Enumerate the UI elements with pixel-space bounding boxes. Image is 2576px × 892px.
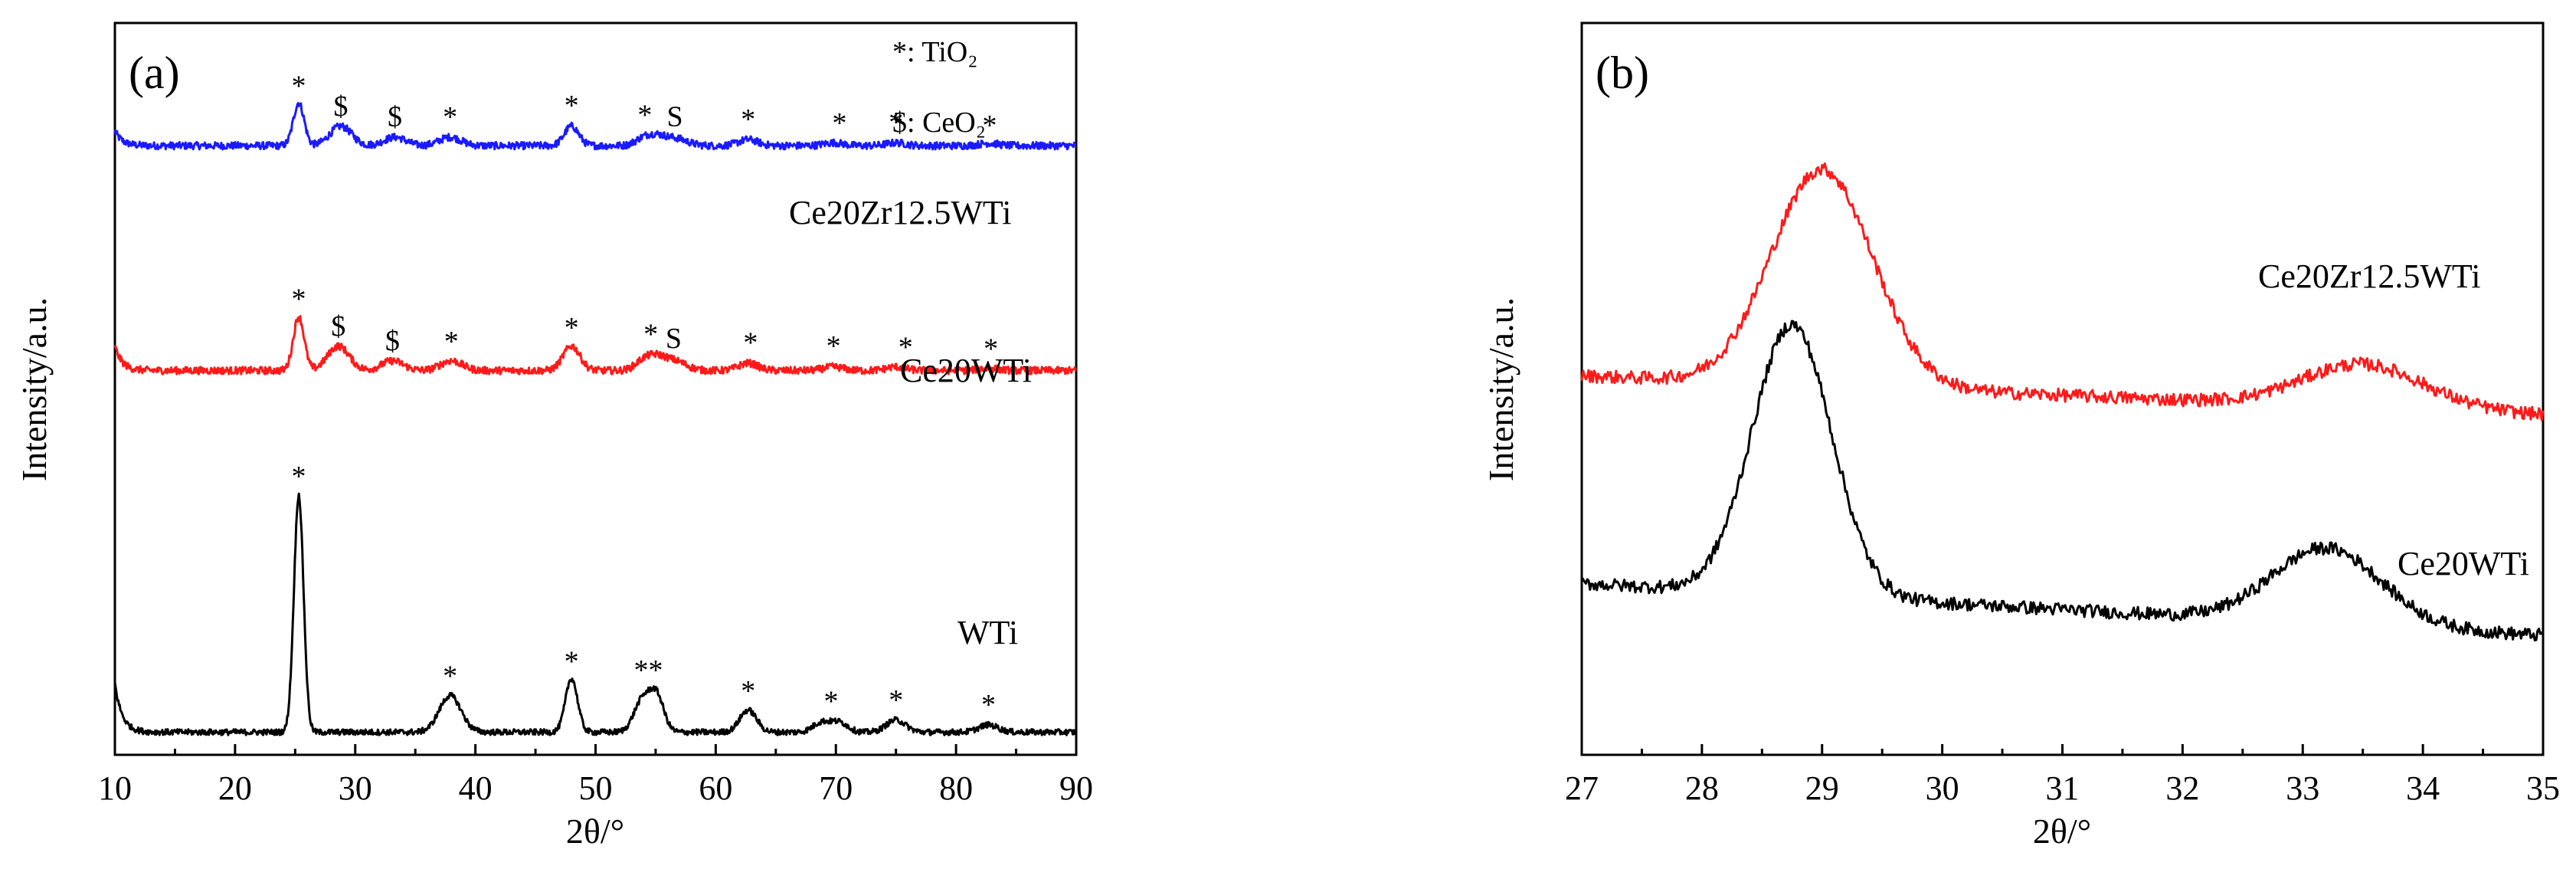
trace-b-ce20wti xyxy=(1580,320,2545,641)
series-label-ce20wti: Ce20WTi xyxy=(900,352,1032,389)
panel-a-x-tick-label-80: 80 xyxy=(939,769,973,807)
peak-marker-a-ce20wti-0: * xyxy=(292,284,306,316)
peak-marker-a-ce20wti-8: * xyxy=(826,330,841,362)
panel-b-label: (b) xyxy=(1596,48,1649,98)
panel-b-y-axis-title: Intensity/a.u. xyxy=(1481,297,1520,481)
panel-b-x-tick-label-33: 33 xyxy=(2286,769,2319,807)
peak-marker-a-ce20zr12-5wti-3: * xyxy=(443,101,457,133)
peak-marker-a-ce20zr12-5wti-10: * xyxy=(983,110,997,142)
peak-marker-a-ce20wti-2: $ xyxy=(385,325,400,357)
peak-marker-a-ce20zr12-5wti-6: S xyxy=(666,101,682,133)
panel-a-x-tick-label-60: 60 xyxy=(699,769,732,807)
series-label-ce20wti-b: Ce20WTi xyxy=(2398,545,2529,582)
panel-a-x-tick-label-20: 20 xyxy=(218,769,252,807)
peak-marker-a-ce20wti-10: * xyxy=(984,333,998,365)
peak-marker-a-ce20zr12-5wti-2: $ xyxy=(388,101,402,133)
panel-a-y-axis-title: Intensity/a.u. xyxy=(15,297,54,481)
panel-b-x-tick-label-34: 34 xyxy=(2406,769,2440,807)
peak-marker-a-ce20wti-1: $ xyxy=(331,310,345,343)
panel-b-x-tick-label-35: 35 xyxy=(2526,769,2560,807)
panel-b-x-tick-label-30: 30 xyxy=(1926,769,1959,807)
peak-marker-a-wti-5: * xyxy=(823,685,838,717)
panel-a-series-labels: Ce20Zr12.5WTi Ce20WTi WTi xyxy=(789,194,1032,651)
peak-marker-a-ce20zr12-5wti-0: * xyxy=(292,71,306,103)
peak-marker-a-wti-6: * xyxy=(889,684,903,717)
legend-symbol-ceo2: $ xyxy=(892,107,907,139)
trace-a-ce20wti xyxy=(113,315,1078,375)
peak-marker-a-ce20zr12-5wti-1: $ xyxy=(333,90,348,123)
panel-b-x-tick-label-32: 32 xyxy=(2165,769,2199,807)
trace-a-ce20zr12-5wti xyxy=(113,102,1077,151)
peak-marker-a-ce20wti-9: * xyxy=(898,332,913,364)
peak-marker-a-ce20wti-3: * xyxy=(444,326,459,358)
panel-a-x-axis-title: 2θ/° xyxy=(566,812,624,851)
panel-a-x-axis: 10 20 30 40 50 60 70 80 90 xyxy=(98,744,1093,807)
peak-marker-a-ce20zr12-5wti-9: * xyxy=(889,107,903,139)
peak-marker-a-wti-3: ** xyxy=(634,654,663,687)
panel-a-peak-markers: *$ $ * * * S * * * **$ $ * * * S * * * *** * *** * * * xyxy=(292,71,999,721)
peak-marker-a-ce20zr12-5wti-8: * xyxy=(832,107,846,139)
legend-label-tio2: TiO₂ xyxy=(921,36,977,68)
peak-marker-a-ce20zr12-5wti-4: * xyxy=(565,90,579,122)
panel-b-plot-frame xyxy=(1580,21,2545,756)
panel-a-x-tick-label-90: 90 xyxy=(1059,769,1093,807)
peak-marker-a-ce20wti-6: S xyxy=(666,323,682,355)
panel-a-label: (a) xyxy=(129,48,180,98)
legend-label-ceo2: CeO₂ xyxy=(922,107,986,139)
legend-symbol-tio2: * xyxy=(892,36,907,68)
panel-a-x-tick-label-70: 70 xyxy=(819,769,853,807)
series-label-ce20zr12-5wti-b: Ce20Zr12.5WTi xyxy=(2258,257,2481,295)
peak-marker-a-ce20wti-5: * xyxy=(643,318,658,350)
panel-b-x-tick-label-29: 29 xyxy=(1805,769,1839,807)
panel-a-x-tick-label-10: 10 xyxy=(98,769,132,807)
panel-b-traces xyxy=(1580,162,2545,641)
peak-marker-a-ce20wti-4: * xyxy=(565,312,579,344)
panel-b-x-axis-title: 2θ/° xyxy=(2033,812,2091,851)
peak-marker-a-ce20wti-7: * xyxy=(743,327,758,359)
trace-b-ce20zr12-5wti xyxy=(1580,162,2545,421)
peak-marker-a-wti-7: * xyxy=(981,689,996,721)
panel-b-series-labels: Ce20Zr12.5WTi Ce20WTi xyxy=(2258,257,2529,582)
panel-a-traces xyxy=(113,102,1078,736)
panel-a-x-tick-label-50: 50 xyxy=(579,769,613,807)
peak-marker-a-ce20zr12-5wti-7: * xyxy=(741,103,755,136)
panel-a-x-tick-label-30: 30 xyxy=(339,769,372,807)
panel-b-x-axis: 27 28 29 30 31 32 33 34 35 xyxy=(1565,744,2560,807)
peak-marker-a-wti-2: * xyxy=(565,646,579,678)
legend-entry-ceo2: $: CeO₂ xyxy=(892,107,986,139)
panel-b-x-tick-label-27: 27 xyxy=(1565,769,1599,807)
panel-b-xrd-zoom: (b) Ce20Zr12.5WTi Ce20WTi 27 28 29 30 31 32 33… xyxy=(1481,21,2560,851)
peak-marker-a-wti-1: * xyxy=(443,660,457,692)
peak-marker-a-wti-0: * xyxy=(292,461,306,493)
panel-b-x-tick-label-31: 31 xyxy=(2046,769,2080,807)
series-label-wti: WTi xyxy=(957,614,1018,651)
peak-marker-a-wti-4: * xyxy=(741,675,755,707)
panel-a-x-tick-label-40: 40 xyxy=(459,769,493,807)
panel-a-xrd-full-range: (a) *: TiO₂ $: CeO₂ *$ $ * * * S * * * **$ $ * * * S * *… xyxy=(15,21,1093,851)
legend-entry-tio2: *: TiO₂ xyxy=(892,36,978,68)
trace-a-wti xyxy=(113,492,1078,736)
panel-a-legend: *: TiO₂ $: CeO₂ xyxy=(892,36,986,139)
panel-b-x-tick-label-28: 28 xyxy=(1685,769,1719,807)
peak-marker-a-ce20zr12-5wti-5: * xyxy=(637,100,652,132)
series-label-ce20zr12-5wti: Ce20Zr12.5WTi xyxy=(789,194,1012,231)
